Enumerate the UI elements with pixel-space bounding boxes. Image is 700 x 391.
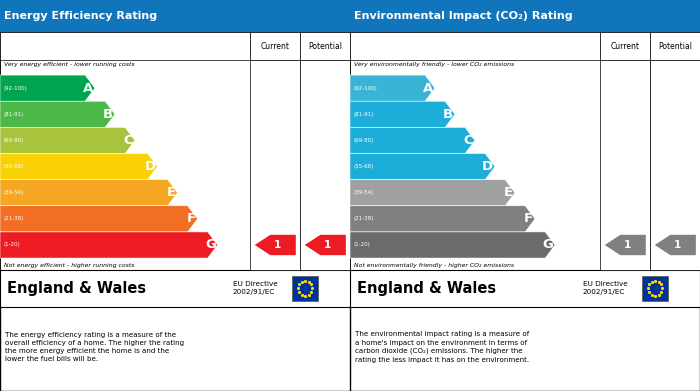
Text: (69-80): (69-80) <box>354 138 374 143</box>
Text: B: B <box>103 108 113 121</box>
Polygon shape <box>304 235 346 255</box>
Text: (1-20): (1-20) <box>4 242 20 248</box>
Text: (55-68): (55-68) <box>4 164 24 169</box>
Text: England & Wales: England & Wales <box>7 281 146 296</box>
Polygon shape <box>0 75 95 101</box>
Polygon shape <box>350 232 555 258</box>
Text: (81-91): (81-91) <box>354 112 374 117</box>
Text: Potential: Potential <box>658 41 692 51</box>
Polygon shape <box>0 206 197 232</box>
Text: (81-91): (81-91) <box>4 112 24 117</box>
Text: 1: 1 <box>274 240 281 250</box>
Polygon shape <box>605 235 646 255</box>
Text: Current: Current <box>261 41 290 51</box>
Bar <box>601 60 650 270</box>
Text: Current: Current <box>611 41 640 51</box>
Text: Energy Efficiency Rating: Energy Efficiency Rating <box>4 11 158 21</box>
Text: Not energy efficient - higher running costs: Not energy efficient - higher running co… <box>4 263 134 268</box>
Text: (92-100): (92-100) <box>4 86 27 91</box>
Polygon shape <box>255 235 296 255</box>
Bar <box>0 32 350 270</box>
Bar <box>642 276 668 301</box>
Text: 1: 1 <box>674 240 681 250</box>
Text: A: A <box>83 82 93 95</box>
Text: (1-20): (1-20) <box>354 242 370 248</box>
Polygon shape <box>350 127 475 154</box>
Polygon shape <box>350 75 435 101</box>
Polygon shape <box>350 154 495 179</box>
Polygon shape <box>350 101 455 127</box>
Text: (55-68): (55-68) <box>354 164 374 169</box>
Text: F: F <box>524 212 533 225</box>
Text: EU Directive
2002/91/EC: EU Directive 2002/91/EC <box>582 282 627 295</box>
Text: D: D <box>145 160 155 173</box>
Text: (39-54): (39-54) <box>354 190 374 195</box>
Text: Not environmentally friendly - higher CO₂ emissions: Not environmentally friendly - higher CO… <box>354 263 514 268</box>
Polygon shape <box>0 232 218 258</box>
Text: Very environmentally friendly - lower CO₂ emissions: Very environmentally friendly - lower CO… <box>354 62 514 67</box>
Text: E: E <box>504 186 513 199</box>
Text: Potential: Potential <box>308 41 342 51</box>
Text: England & Wales: England & Wales <box>357 281 496 296</box>
Polygon shape <box>350 179 515 206</box>
Bar <box>300 60 350 270</box>
Text: B: B <box>443 108 453 121</box>
Text: (69-80): (69-80) <box>4 138 24 143</box>
Polygon shape <box>0 101 115 127</box>
Text: E: E <box>167 186 176 199</box>
Polygon shape <box>0 154 158 179</box>
Text: F: F <box>187 212 196 225</box>
Bar <box>0 32 251 60</box>
Text: C: C <box>124 134 133 147</box>
Text: (21-38): (21-38) <box>354 216 374 221</box>
Text: The energy efficiency rating is a measure of the
overall efficiency of a home. T: The energy efficiency rating is a measur… <box>6 332 184 362</box>
Text: C: C <box>463 134 473 147</box>
Bar <box>350 0 700 32</box>
Text: (39-54): (39-54) <box>4 190 24 195</box>
Text: Very energy efficient - lower running costs: Very energy efficient - lower running co… <box>4 62 135 67</box>
Bar <box>251 32 300 60</box>
Text: G: G <box>205 239 216 251</box>
Polygon shape <box>654 235 696 255</box>
Text: D: D <box>482 160 493 173</box>
Bar <box>251 60 300 270</box>
Text: Environmental Impact (CO₂) Rating: Environmental Impact (CO₂) Rating <box>354 11 573 21</box>
Bar <box>0 270 350 307</box>
Text: (21-38): (21-38) <box>4 216 24 221</box>
Bar <box>350 32 601 60</box>
Polygon shape <box>0 127 135 154</box>
Bar <box>601 32 650 60</box>
Text: (92-100): (92-100) <box>354 86 377 91</box>
Text: The environmental impact rating is a measure of
a home's impact on the environme: The environmental impact rating is a mea… <box>355 332 529 362</box>
Bar <box>350 32 700 270</box>
Text: 1: 1 <box>324 240 331 250</box>
Bar <box>650 32 700 60</box>
Bar <box>650 60 700 270</box>
Bar <box>300 32 350 60</box>
Bar <box>292 276 318 301</box>
Bar <box>350 270 700 307</box>
Polygon shape <box>0 179 178 206</box>
Text: A: A <box>423 82 433 95</box>
Text: G: G <box>542 239 553 251</box>
Polygon shape <box>350 206 535 232</box>
Bar <box>0 0 350 32</box>
Text: EU Directive
2002/91/EC: EU Directive 2002/91/EC <box>232 282 277 295</box>
Text: 1: 1 <box>624 240 631 250</box>
